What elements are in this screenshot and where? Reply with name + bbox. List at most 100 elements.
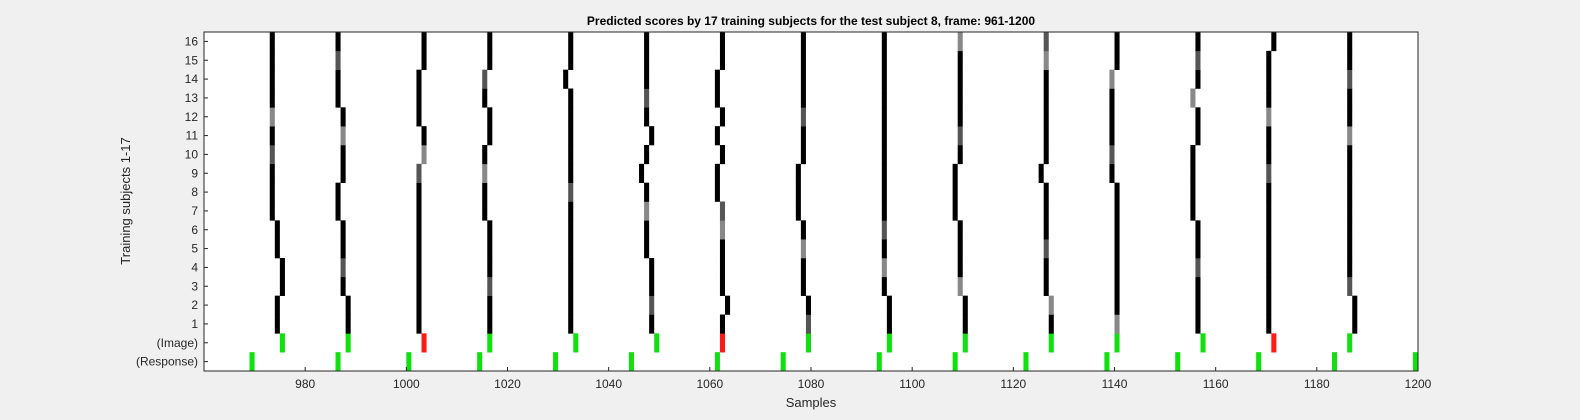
score-cell <box>644 220 650 240</box>
score-cell <box>279 276 285 296</box>
score-cell <box>1109 69 1115 89</box>
score-cell <box>1195 276 1201 296</box>
x-axis-label: Samples <box>786 395 837 410</box>
score-cell <box>719 145 726 165</box>
score-cell <box>340 145 346 165</box>
score-cell <box>416 258 422 278</box>
score-cell <box>345 295 351 315</box>
x-tick-label: 1100 <box>899 377 925 391</box>
image-target-cell <box>719 333 726 353</box>
score-cell <box>649 126 655 146</box>
score-cell <box>568 126 574 146</box>
score-cell <box>957 239 963 259</box>
score-cell <box>416 163 422 183</box>
score-cell <box>1043 145 1049 165</box>
score-cell <box>795 163 801 183</box>
score-cell <box>1043 88 1049 108</box>
score-cell <box>487 295 493 315</box>
response-event-cell <box>876 352 882 372</box>
x-tick-label: 980 <box>295 377 315 391</box>
x-tick-label: 1020 <box>494 377 521 391</box>
score-cell <box>340 220 346 240</box>
score-cell <box>881 239 887 259</box>
score-cell <box>800 145 806 165</box>
y-tick-label: 5 <box>191 242 198 256</box>
score-cell <box>335 50 341 70</box>
score-cell <box>1266 314 1272 334</box>
score-cell <box>644 50 650 70</box>
score-cell <box>800 69 806 89</box>
response-event-cell <box>952 352 958 372</box>
response-event-cell <box>1023 352 1029 372</box>
score-cell <box>1190 163 1196 183</box>
score-cell <box>1195 220 1201 240</box>
image-event-cell <box>345 333 351 353</box>
score-cell <box>487 314 493 334</box>
score-cell <box>1048 314 1054 334</box>
score-cell <box>1347 145 1353 165</box>
score-cell <box>487 126 493 146</box>
image-target-cell <box>1271 333 1277 353</box>
score-cell <box>487 220 493 240</box>
score-cell <box>563 69 569 89</box>
score-cell <box>881 163 887 183</box>
score-cell <box>719 220 726 240</box>
score-cell <box>1043 239 1049 259</box>
y-tick-label: 2 <box>191 298 198 312</box>
score-cell <box>340 276 346 296</box>
score-cell <box>1347 107 1353 127</box>
score-cell <box>416 182 422 202</box>
score-cell <box>487 276 493 296</box>
score-cell <box>1043 220 1049 240</box>
x-axis-ticks: 980 1000 1020 1040 1060 1080 1100 1120 1140 1160 1… <box>295 367 1432 391</box>
score-cell <box>957 32 963 52</box>
y-tick-label: 12 <box>185 110 199 124</box>
score-cell <box>1347 258 1353 278</box>
score-cell <box>421 32 427 52</box>
score-cell <box>1114 32 1120 52</box>
score-cell <box>1347 163 1353 183</box>
y-tick-label: 14 <box>185 72 199 86</box>
score-cell <box>649 258 655 278</box>
y-tick-label: 11 <box>186 129 199 143</box>
y-tick-label: 15 <box>185 53 199 67</box>
score-cell <box>416 69 422 89</box>
score-cell <box>340 258 346 278</box>
score-cell <box>568 295 574 315</box>
x-tick-label: 1120 <box>1000 377 1026 391</box>
score-cell <box>269 126 275 146</box>
score-cell <box>1114 314 1120 334</box>
score-cell <box>416 295 422 315</box>
score-cell <box>274 220 280 240</box>
score-cell <box>952 182 958 202</box>
score-cell <box>1114 201 1120 221</box>
score-cell <box>340 163 346 183</box>
score-cell <box>1048 295 1054 315</box>
image-event-cell <box>962 333 968 353</box>
score-cell <box>795 201 801 221</box>
score-cell <box>1347 88 1353 108</box>
score-cell <box>719 50 726 70</box>
response-event-cell <box>335 352 341 372</box>
y-axis-label: Training subjects 1-17 <box>118 137 133 264</box>
score-cell <box>881 258 887 278</box>
score-cell <box>269 69 275 89</box>
score-cell <box>800 239 806 259</box>
score-cell <box>568 314 574 334</box>
score-cell <box>1109 88 1115 108</box>
score-cell <box>881 201 887 221</box>
score-cell <box>487 32 493 52</box>
response-event-cell <box>553 352 559 372</box>
score-cell <box>1347 126 1353 146</box>
score-cell <box>335 88 341 108</box>
image-event-cell <box>1347 333 1353 353</box>
score-cell <box>1043 50 1049 70</box>
y-tick-label: 16 <box>185 34 199 48</box>
score-cell <box>269 163 275 183</box>
score-cell <box>805 314 811 334</box>
score-cell <box>482 145 488 165</box>
score-cell <box>649 314 655 334</box>
score-cell <box>1347 50 1353 70</box>
score-cell <box>881 276 887 296</box>
score-cell <box>1109 163 1115 183</box>
